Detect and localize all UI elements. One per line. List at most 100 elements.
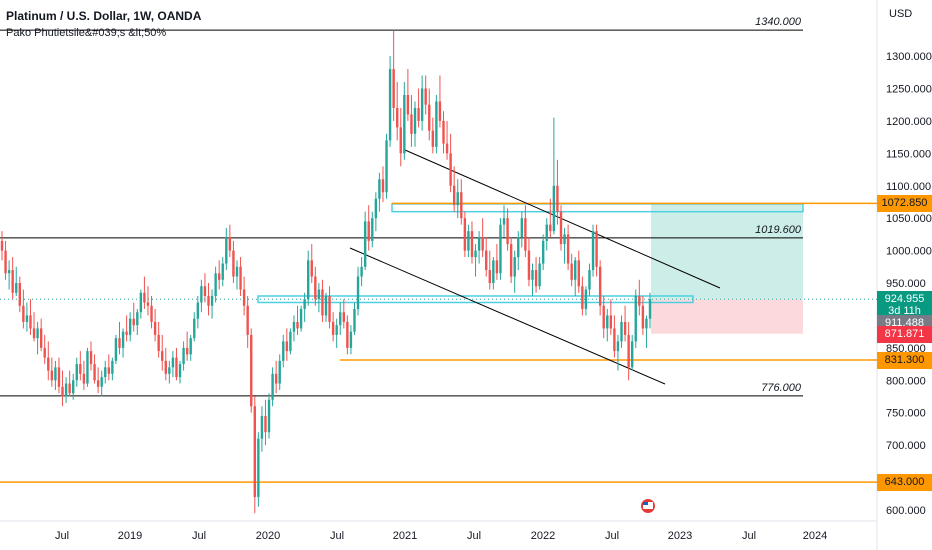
candle-body (32, 328, 36, 339)
candle-body (7, 270, 11, 274)
candle-body (150, 305, 153, 322)
candle-body (342, 312, 346, 322)
candle-body (242, 289, 246, 306)
candle-body (96, 380, 100, 387)
candle-body (648, 299, 652, 319)
level-label: 1340.000 (755, 16, 802, 28)
candle-body (214, 273, 217, 296)
level-label: 1019.600 (755, 224, 802, 236)
candle-body (185, 347, 189, 355)
candle-body (36, 328, 39, 339)
candle-body (285, 341, 289, 352)
candle-body (136, 312, 139, 326)
candle-body (559, 211, 563, 245)
x-tick-label: 2020 (256, 530, 280, 542)
candle-body (552, 185, 556, 232)
candle-body (328, 295, 331, 322)
candle-body (324, 295, 328, 316)
candle-body (18, 283, 22, 306)
candle-body (424, 88, 427, 105)
candle-body (563, 234, 566, 245)
y-tick-label: 1200.000 (886, 116, 932, 128)
indicator-label[interactable]: Pako Phutietsile&#039;s &lt;50% (6, 27, 167, 39)
candle-body (164, 360, 167, 374)
candle-body (463, 218, 467, 251)
candle-body (267, 399, 271, 433)
candle-body (570, 263, 573, 280)
candle-body (61, 386, 64, 397)
candle-body (524, 218, 527, 251)
candle-body (310, 260, 313, 277)
candle-body (406, 94, 410, 115)
y-tick-label: 1250.000 (886, 83, 932, 95)
x-tick-label: Jul (467, 530, 481, 542)
candle-body (413, 107, 417, 134)
candle-body (50, 370, 54, 381)
candle-body (203, 286, 207, 296)
x-tick-label: 2023 (668, 530, 692, 542)
candle-body (513, 257, 516, 277)
candle-body (420, 88, 424, 121)
candle-body (445, 143, 449, 154)
candle-body (153, 321, 157, 335)
candle-body (314, 276, 317, 300)
candle-body (264, 415, 267, 433)
candle-body (452, 185, 456, 206)
candle-body (431, 130, 435, 147)
candle-body (210, 295, 214, 306)
candle-body (4, 250, 7, 274)
y-tick-label: 1300.000 (886, 51, 932, 63)
candle-body (250, 334, 253, 407)
x-tick-label: Jul (330, 530, 344, 542)
candle-body (371, 218, 374, 241)
candle-body (39, 328, 43, 348)
candle-body (645, 318, 648, 329)
x-tick-label: Jul (55, 530, 69, 542)
candle-body (541, 240, 545, 264)
candle-body (591, 231, 595, 271)
y-tick-label: 750.000 (886, 408, 926, 420)
y-tick-label: 850.000 (886, 343, 926, 355)
event-flag-icon (643, 502, 648, 505)
candle-body (538, 263, 541, 287)
candle-body (260, 415, 264, 439)
candle-body (502, 218, 506, 225)
candle-body (64, 383, 68, 397)
candle-body (225, 237, 228, 264)
candle-body (306, 260, 310, 300)
candle-body (43, 347, 46, 358)
x-tick-label: Jul (192, 530, 206, 542)
x-tick-label: Jul (742, 530, 756, 542)
candle-body (189, 338, 192, 355)
candle-body (527, 250, 531, 280)
candle-body (89, 351, 93, 365)
candle-body (399, 127, 402, 154)
candle-body (403, 94, 406, 154)
candle-body (299, 308, 303, 329)
candle-body (381, 179, 385, 193)
price-tag: 871.871 (877, 325, 932, 343)
candle-body (574, 260, 577, 280)
symbol-title[interactable]: Platinum / U.S. Dollar, 1W, OANDA (6, 9, 202, 23)
candle-body (104, 367, 107, 378)
candle-body (79, 364, 82, 374)
candle-body (257, 438, 260, 498)
candle-body (157, 334, 160, 352)
candle-body (143, 292, 146, 303)
candle-body (378, 179, 381, 199)
candle-body (246, 305, 249, 335)
candle-body (111, 360, 114, 374)
y-tick-label: 1000.000 (886, 246, 932, 258)
candle-body (22, 305, 25, 322)
candle-body (630, 341, 634, 368)
candle-body (0, 240, 4, 251)
candle-body (577, 260, 580, 287)
candle-body (598, 266, 602, 306)
candle-body (495, 260, 499, 274)
candle-body (584, 289, 588, 309)
candle-body (449, 153, 452, 186)
candle-body (517, 237, 520, 258)
candle-body (25, 315, 29, 322)
